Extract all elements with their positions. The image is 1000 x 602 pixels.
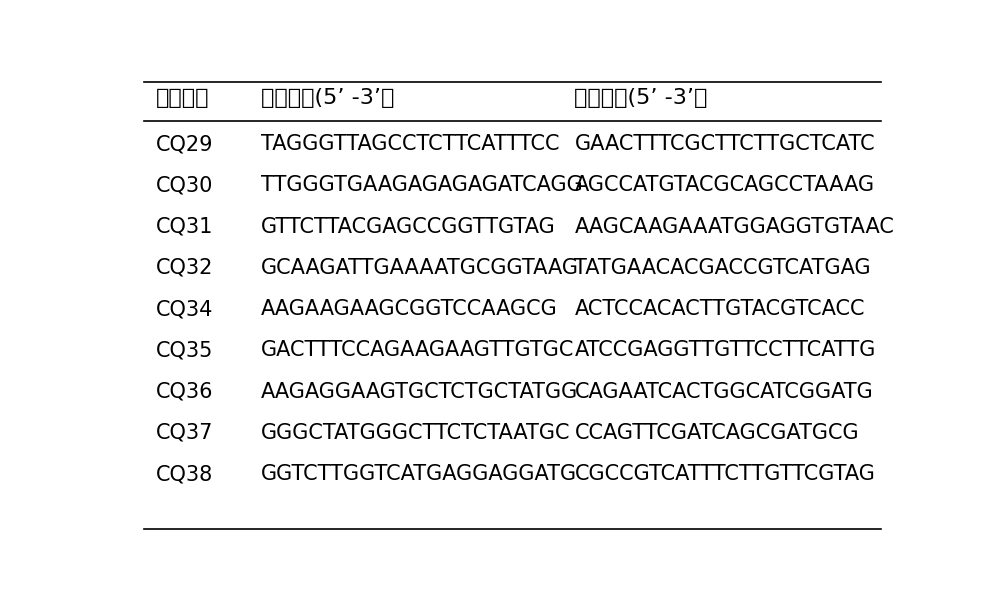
Text: CQ29: CQ29 <box>156 134 214 154</box>
Text: CQ36: CQ36 <box>156 382 214 402</box>
Text: CQ35: CQ35 <box>156 340 213 361</box>
Text: ATCCGAGGTTGTTCCTTCATTG: ATCCGAGGTTGTTCCTTCATTG <box>574 340 876 361</box>
Text: CQ38: CQ38 <box>156 464 213 484</box>
Text: TATGAACACGACCGTCATGAG: TATGAACACGACCGTCATGAG <box>574 258 871 278</box>
Text: CQ34: CQ34 <box>156 299 213 319</box>
Text: GGTCTTGGTCATGAGGAGGATG: GGTCTTGGTCATGAGGAGGATG <box>261 464 577 484</box>
Text: 引物名称: 引物名称 <box>156 88 210 108</box>
Text: GTTCTTACGAGCCGGTTGTAG: GTTCTTACGAGCCGGTTGTAG <box>261 217 555 237</box>
Text: GACTTTCCAGAAGAAGTTGTGC: GACTTTCCAGAAGAAGTTGTGC <box>261 340 574 361</box>
Text: CQ37: CQ37 <box>156 423 213 443</box>
Text: ACTCCACACTTGTACGTCACC: ACTCCACACTTGTACGTCACC <box>574 299 865 319</box>
Text: AAGCAAGAAATGGAGGTGTAAC: AAGCAAGAAATGGAGGTGTAAC <box>574 217 894 237</box>
Text: 反向引物(5’ -3’）: 反向引物(5’ -3’） <box>574 88 708 108</box>
Text: CQ30: CQ30 <box>156 175 213 195</box>
Text: TAGGGTTAGCCTCTTCATTTCC: TAGGGTTAGCCTCTTCATTTCC <box>261 134 559 154</box>
Text: GGGCTATGGGCTTCTCTAATGC: GGGCTATGGGCTTCTCTAATGC <box>261 423 570 443</box>
Text: 正向引物(5’ -3’）: 正向引物(5’ -3’） <box>261 88 394 108</box>
Text: CCAGTTCGATCAGCGATGCG: CCAGTTCGATCAGCGATGCG <box>574 423 859 443</box>
Text: TTGGGTGAAGAGAGAGATCAGG: TTGGGTGAAGAGAGAGATCAGG <box>261 175 582 195</box>
Text: CQ32: CQ32 <box>156 258 213 278</box>
Text: AAGAGGAAGTGCTCTGCTATGG: AAGAGGAAGTGCTCTGCTATGG <box>261 382 578 402</box>
Text: AGCCATGTACGCAGCCTAAAG: AGCCATGTACGCAGCCTAAAG <box>574 175 875 195</box>
Text: CQ31: CQ31 <box>156 217 213 237</box>
Text: AAGAAGAAGCGGTCCAAGCG: AAGAAGAAGCGGTCCAAGCG <box>261 299 557 319</box>
Text: GAACTTTCGCTTCTTGCTCATC: GAACTTTCGCTTCTTGCTCATC <box>574 134 875 154</box>
Text: GCAAGATTGAAAATGCGGTAAG: GCAAGATTGAAAATGCGGTAAG <box>261 258 579 278</box>
Text: CAGAATCACTGGCATCGGATG: CAGAATCACTGGCATCGGATG <box>574 382 873 402</box>
Text: CGCCGTCATTTCTTGTTCGTAG: CGCCGTCATTTCTTGTTCGTAG <box>574 464 875 484</box>
